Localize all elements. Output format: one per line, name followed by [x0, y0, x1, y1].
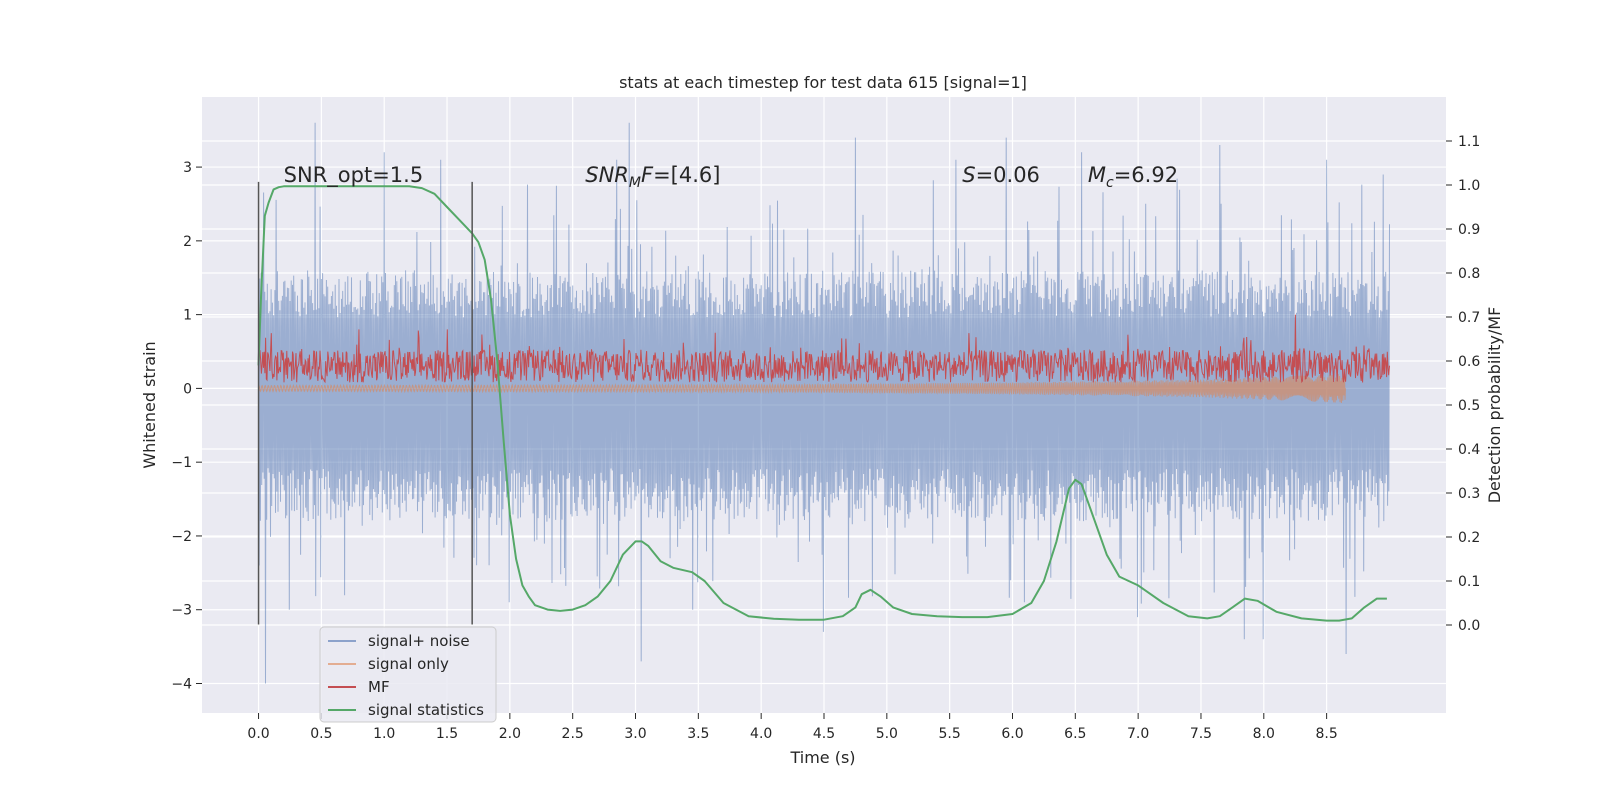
x-tick-label: 3.0 — [624, 726, 646, 742]
annotation: SNRMF=[4.6] — [585, 163, 720, 191]
annotation: SNR_opt=1.5 — [284, 163, 424, 188]
x-tick-label: 7.0 — [1127, 726, 1149, 742]
y-left-tick-label: −2 — [171, 529, 192, 545]
x-tick-label: 5.5 — [939, 726, 961, 742]
legend: signal+ noise signal only MF signal statist… — [320, 627, 496, 722]
x-tick-label: 4.0 — [750, 726, 772, 742]
y-right-tick-label: 0.7 — [1458, 310, 1480, 326]
x-tick-label: 6.0 — [1001, 726, 1023, 742]
annotation-part: SNR — [585, 163, 629, 187]
y-right-tick-label: 0.1 — [1458, 574, 1480, 590]
annotation-part: S — [962, 163, 975, 187]
x-tick-label: 8.0 — [1253, 726, 1275, 742]
y-right-tick-label: 0.4 — [1458, 442, 1480, 458]
y-left-tick-label: −1 — [171, 455, 192, 471]
annotation: Mc=6.92 — [1088, 163, 1178, 191]
x-tick-label: 0.5 — [310, 726, 332, 742]
x-tick-label: 1.5 — [436, 726, 458, 742]
y-axis-label-right: Detection probability/MF — [1485, 307, 1504, 504]
x-axis-label: Time (s) — [789, 748, 855, 767]
x-tick-label: 4.5 — [813, 726, 835, 742]
x-tick-label: 6.5 — [1064, 726, 1086, 742]
annotation-part: M — [629, 175, 641, 191]
y-right-tick-label: 0.6 — [1458, 354, 1480, 370]
annotation: S=0.06 — [962, 163, 1040, 187]
x-tick-label: 8.5 — [1315, 726, 1337, 742]
y-right-tick-label: 1.1 — [1458, 134, 1480, 150]
x-tick-label: 2.5 — [562, 726, 584, 742]
x-tick-label: 3.5 — [687, 726, 709, 742]
x-tick-label: 0.0 — [247, 726, 269, 742]
y-left-tick-label: 2 — [183, 234, 192, 250]
legend-label: signal+ noise — [368, 632, 470, 650]
y-axis-label-left: Whitened strain — [140, 341, 159, 468]
x-tick-label: 2.0 — [499, 726, 521, 742]
y-left-tick-label: 1 — [183, 308, 192, 324]
y-right-tick-label: 0.9 — [1458, 222, 1480, 238]
x-tick-label: 5.0 — [876, 726, 898, 742]
annotation-part: SNR_opt=1.5 — [284, 163, 424, 188]
legend-label: signal statistics — [368, 701, 484, 719]
y-right-tick-label: 0.0 — [1458, 618, 1480, 634]
y-right-tick-label: 1.0 — [1458, 178, 1480, 194]
y-right-tick-label: 0.8 — [1458, 266, 1480, 282]
y-left-tick-label: 3 — [183, 160, 192, 176]
y-right-tick-label: 0.5 — [1458, 398, 1480, 414]
y-left-tick-label: −4 — [171, 676, 192, 692]
legend-label: MF — [368, 678, 390, 696]
annotation-part: M — [1088, 163, 1106, 187]
y-right-tick-label: 0.2 — [1458, 530, 1480, 546]
annotation-part: =0.06 — [976, 163, 1040, 187]
annotation-part: =6.92 — [1114, 163, 1178, 187]
annotation-part: F — [641, 163, 654, 187]
x-tick-label: 7.5 — [1190, 726, 1212, 742]
chart-title: stats at each timestep for test data 615… — [619, 73, 1027, 92]
y-right-tick-label: 0.3 — [1458, 486, 1480, 502]
y-left-tick-label: −3 — [171, 603, 192, 619]
y-left-tick-label: 0 — [183, 381, 192, 397]
legend-label: signal only — [368, 655, 449, 673]
annotation-part: =[4.6] — [653, 163, 720, 187]
x-tick-label: 1.0 — [373, 726, 395, 742]
